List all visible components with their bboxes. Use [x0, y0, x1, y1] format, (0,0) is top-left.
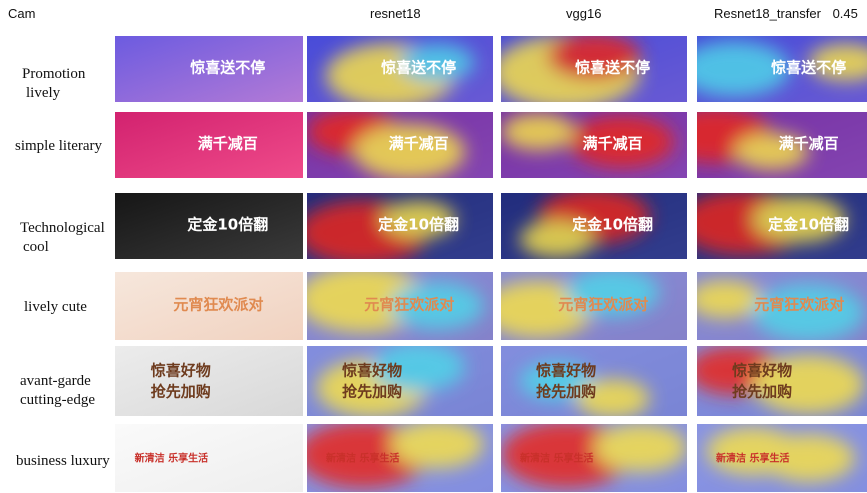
svg-text:满千减百: 满千减百	[389, 134, 449, 152]
cam-heatmap-image: 定金10倍翻	[697, 193, 867, 259]
cam-heatmap-image: 满千减百	[501, 112, 687, 178]
svg-text:惊喜送不停: 惊喜送不停	[575, 58, 650, 76]
cam-heatmap-image: 定金10倍翻	[307, 193, 493, 259]
cam-heatmap-image: 新清洁 乐享生活	[307, 424, 493, 492]
cam-heatmap-image: 惊喜送不停	[307, 36, 493, 102]
banner-image: 惊喜送不停	[115, 36, 303, 102]
cam-heatmap-image: 新清洁 乐享生活	[501, 424, 687, 492]
svg-text:新清洁 乐享生活: 新清洁 乐享生活	[716, 451, 789, 464]
row-label-line: cool	[23, 239, 49, 255]
header-cam: Cam	[8, 6, 36, 21]
row-label-avant-garde: avant-garde cutting-edge	[20, 372, 95, 410]
svg-text:定金10倍翻: 定金10倍翻	[572, 215, 653, 233]
svg-text:定金10倍翻: 定金10倍翻	[187, 215, 268, 233]
row-label-line: simple literary	[15, 138, 103, 154]
cam-heatmap-image: 元宵狂欢派对	[697, 272, 867, 340]
svg-text:惊喜好物: 惊喜好物	[732, 361, 792, 379]
banner-image: 定金10倍翻	[115, 193, 303, 259]
svg-text:惊喜送不停: 惊喜送不停	[381, 58, 456, 76]
cam-heatmap-image: 惊喜好物 抢先加购	[697, 346, 867, 416]
header-resnet18: resnet18	[370, 6, 421, 21]
svg-text:新清洁 乐享生活: 新清洁 乐享生活	[520, 451, 593, 464]
cam-heatmap-image: 惊喜送不停	[697, 36, 867, 102]
svg-text:抢先加购: 抢先加购	[536, 382, 596, 400]
svg-text:元宵狂欢派对: 元宵狂欢派对	[754, 295, 844, 313]
svg-text:惊喜送不停: 惊喜送不停	[190, 58, 265, 76]
svg-text:新清洁 乐享生活: 新清洁 乐享生活	[326, 451, 399, 464]
row-label-line: Promotion	[22, 66, 86, 82]
svg-text:惊喜好物: 惊喜好物	[342, 361, 402, 379]
svg-text:满千减百: 满千减百	[198, 134, 258, 152]
row-label-technological-cool: Technological cool	[20, 219, 105, 257]
svg-text:抢先加购: 抢先加购	[151, 382, 211, 400]
row-label-line: lively cute	[24, 299, 87, 315]
row-label-line: avant-garde	[20, 373, 91, 389]
cam-heatmap-image: 惊喜好物 抢先加购	[307, 346, 493, 416]
svg-text:惊喜送不停: 惊喜送不停	[771, 58, 846, 76]
svg-text:满千减百: 满千减百	[779, 134, 839, 152]
svg-text:抢先加购: 抢先加购	[732, 382, 792, 400]
cam-heatmap-image: 满千减百	[307, 112, 493, 178]
row-label-lively-cute: lively cute	[24, 298, 87, 317]
svg-text:元宵狂欢派对: 元宵狂欢派对	[173, 295, 263, 313]
header-vgg16: vgg16	[566, 6, 602, 21]
svg-text:满千减百: 满千减百	[583, 134, 643, 152]
svg-text:惊喜好物: 惊喜好物	[151, 361, 211, 379]
cam-heatmap-image: 新清洁 乐享生活	[697, 424, 867, 492]
row-label-business-luxury: business luxury	[16, 452, 110, 471]
svg-text:抢先加购: 抢先加购	[342, 382, 402, 400]
cam-heatmap-image: 惊喜送不停	[501, 36, 687, 102]
banner-image: 惊喜好物 抢先加购	[115, 346, 303, 416]
banner-image: 元宵狂欢派对	[115, 272, 303, 340]
row-label-line: Technological	[20, 220, 105, 236]
cam-heatmap-image: 元宵狂欢派对	[307, 272, 493, 340]
header-threshold: 0.45	[832, 6, 858, 21]
cam-heatmap-image: 惊喜好物 抢先加购	[501, 346, 687, 416]
svg-text:定金10倍翻: 定金10倍翻	[378, 215, 459, 233]
cam-heatmap-image: 满千减百	[697, 112, 867, 178]
row-label-line: business luxury	[16, 453, 110, 469]
row-label-promotion-lively: Promotion lively	[22, 65, 85, 103]
header-resnet18-transfer: Resnet18_transfer 0.45	[714, 6, 858, 21]
banner-image: 新清洁 乐享生活	[115, 424, 303, 492]
row-label-line: cutting-edge	[20, 392, 95, 408]
banner-image: 满千减百	[115, 112, 303, 178]
svg-text:元宵狂欢派对: 元宵狂欢派对	[364, 295, 454, 313]
svg-text:元宵狂欢派对: 元宵狂欢派对	[558, 295, 648, 313]
svg-text:惊喜好物: 惊喜好物	[536, 361, 596, 379]
cam-heatmap-image: 定金10倍翻	[501, 193, 687, 259]
svg-text:定金10倍翻: 定金10倍翻	[768, 215, 849, 233]
row-label-simple-literary: simple literary	[15, 137, 102, 156]
row-label-line: lively	[26, 85, 61, 101]
svg-text:新清洁 乐享生活: 新清洁 乐享生活	[135, 451, 208, 464]
header-resnet18-transfer-label: Resnet18_transfer	[714, 6, 821, 21]
cam-heatmap-image: 元宵狂欢派对	[501, 272, 687, 340]
